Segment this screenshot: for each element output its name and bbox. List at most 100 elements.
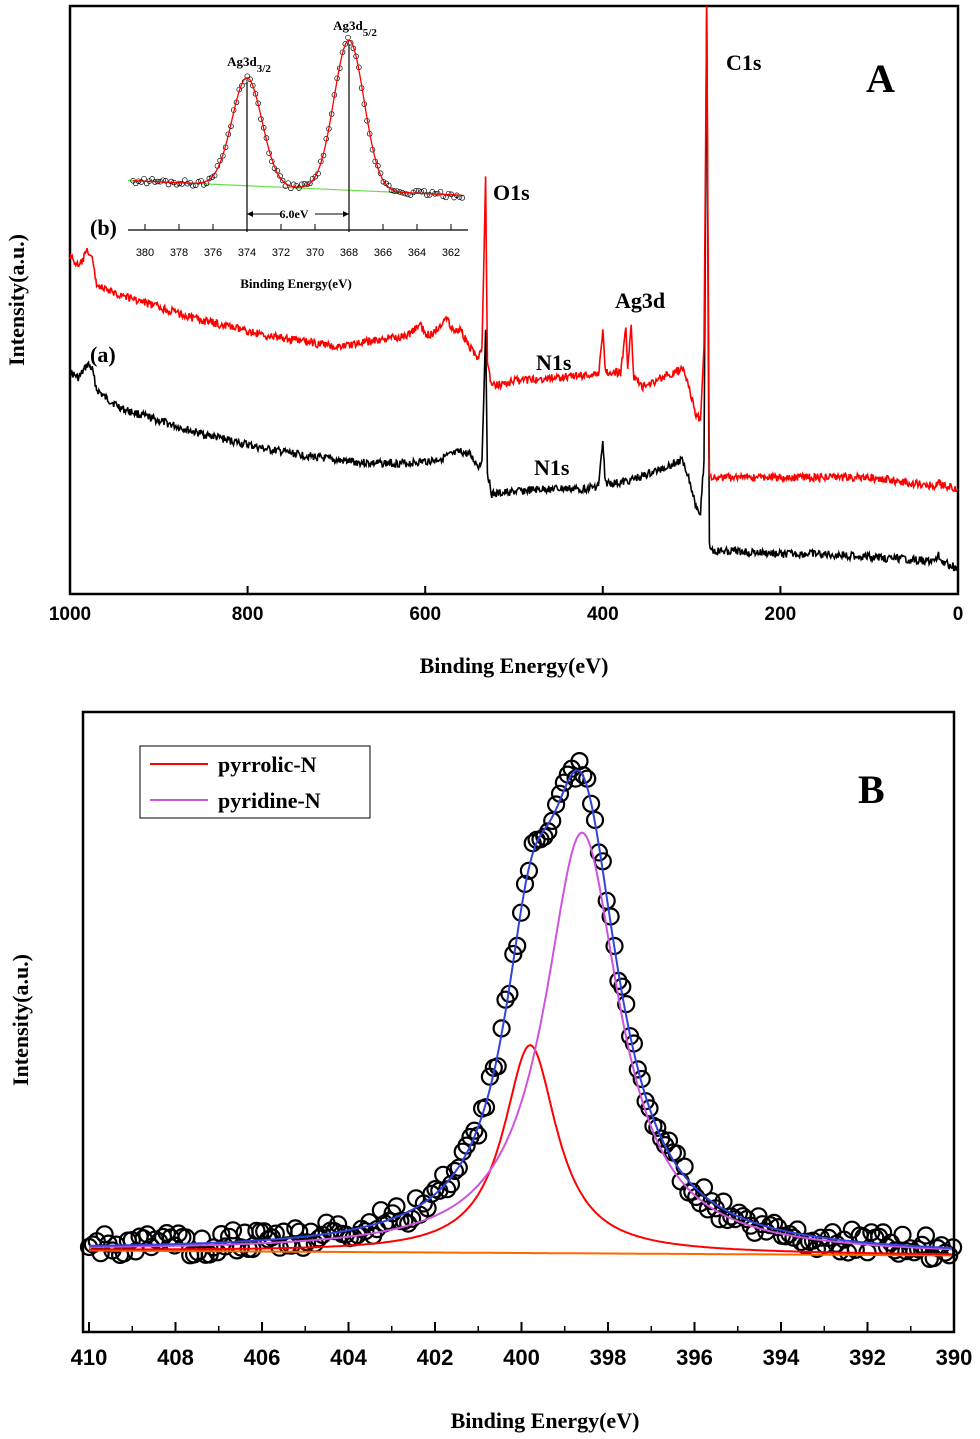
background-line	[89, 1249, 952, 1257]
panel-b-x-tick-label: 404	[330, 1345, 367, 1370]
panel-b-data-point	[632, 1069, 651, 1089]
panel-b-legend: pyrrolic-N pyridine-N	[139, 745, 371, 819]
inset-data-point	[209, 174, 215, 181]
panel-b-series	[79, 751, 963, 1269]
o1s-label: O1s	[493, 180, 530, 205]
panel-b-data-point	[204, 1238, 223, 1257]
panel-a-x-tick-label: 1000	[49, 604, 91, 625]
panel-a-x-tick-label: 0	[953, 604, 964, 625]
panel-b-x-tick-label: 390	[936, 1345, 973, 1370]
panel-b-data-point	[698, 1200, 718, 1219]
series-b-label: (b)	[90, 215, 117, 240]
inset-arrowhead	[247, 211, 253, 217]
panel-b-data-point	[908, 1240, 928, 1259]
inset-data-point	[445, 190, 452, 197]
inset-peak-label-ag3d52: Ag3d5/2	[333, 18, 377, 39]
panel-a-x-tick-label: 200	[765, 604, 797, 625]
inset-x-tick-label: 364	[408, 247, 426, 259]
envelope-curve	[88, 769, 952, 1249]
inset-x-axis: 380 378 376 374 372 370 368 366 364 362	[128, 224, 468, 259]
panel-a-x-tick-label: 800	[232, 604, 264, 625]
inset-data-point	[247, 76, 253, 83]
panel-a-frame	[68, 4, 960, 596]
panel-b-data-point	[95, 1225, 114, 1244]
panel-b-data-point	[648, 1118, 667, 1137]
inset-data-point	[459, 195, 465, 201]
inset-data-point	[138, 179, 145, 185]
panel-b-data-point	[546, 795, 566, 814]
inset-data-point	[312, 174, 319, 180]
panel-a-x-tick-label: 600	[409, 604, 441, 625]
n1s-label-a: N1s	[534, 455, 570, 480]
inset-data-point	[405, 191, 411, 198]
panel-a-inset: 380 378 376 374 372 370 368 366 364 362 Ag3d3/2 A…	[127, 18, 468, 291]
inset-fit-line	[133, 39, 462, 196]
panel-b-x-axis-title: Binding Energy(eV)	[451, 1408, 640, 1433]
panel-b-x-tick-label: 408	[157, 1345, 194, 1370]
panel-b-x-tick-label: 402	[417, 1345, 454, 1370]
inset-data-point	[307, 180, 313, 187]
inset-data-point	[141, 175, 147, 182]
panel-b-data-point	[640, 1099, 659, 1118]
inset-splitting-label: 6.0eV	[280, 207, 309, 221]
panel-b-data-point	[764, 1213, 784, 1233]
inset-series	[127, 34, 465, 232]
inset-arrowhead	[343, 211, 349, 217]
panel-b-frame	[81, 710, 956, 1334]
panel-a-x-axis-title: Binding Energy(eV)	[420, 653, 609, 678]
panel-b-label: B	[858, 767, 885, 812]
inset-x-tick-label: 362	[442, 247, 460, 259]
inset-data-point	[347, 39, 354, 46]
legend-box	[139, 745, 371, 819]
inset-data-point	[250, 82, 256, 89]
panel-b-x-tick-label: 394	[763, 1345, 800, 1370]
inset-x-axis-title: Binding Energy(eV)	[240, 276, 352, 291]
panel-b-data-point	[897, 1242, 916, 1261]
panel-b-data-point	[336, 1225, 355, 1244]
panel-a-x-tick-label: 400	[587, 604, 619, 625]
panel-b-x-axis: 410 408 406 404 402 400 398 396 394 392 390	[71, 1322, 973, 1370]
inset-data-point	[168, 178, 174, 185]
inset-x-tick-label: 372	[272, 247, 290, 259]
panel-b-x-tick-label: 410	[71, 1345, 108, 1370]
inset-data-point	[426, 192, 433, 198]
panel-b-x-tick-label: 398	[590, 1345, 627, 1370]
panel-b-data-point	[916, 1226, 936, 1245]
inset-x-tick-label: 376	[204, 247, 222, 259]
panel-b-y-axis-title: Intensity(a.u.)	[8, 954, 33, 1086]
panel-b-data-point	[223, 1221, 243, 1240]
panel-b-data-point	[543, 811, 562, 831]
panel-b-data-point	[476, 1098, 496, 1117]
c1s-label: C1s	[726, 50, 762, 75]
panel-b-data-point	[659, 1131, 679, 1150]
panel-b-x-tick-label: 400	[503, 1345, 540, 1370]
inset-data-point	[195, 179, 202, 185]
inset-x-tick-label: 380	[136, 247, 154, 259]
panel-a-series	[69, 5, 959, 572]
panel-b-x-tick-label: 406	[244, 1345, 281, 1370]
panel-b-x-tick-label: 396	[676, 1345, 713, 1370]
inset-data-point	[162, 178, 169, 184]
panel-b-data-point	[893, 1225, 912, 1244]
ag3d-label: Ag3d	[615, 288, 665, 313]
inset-peak-label-ag3d32: Ag3d3/2	[227, 54, 271, 75]
inset-data-point	[179, 181, 185, 187]
panel-b-data-point	[519, 861, 539, 880]
n1s-label-b: N1s	[536, 350, 572, 375]
legend-label-pyrrolic: pyrrolic-N	[218, 752, 317, 777]
pyrrolic-n-curve	[89, 1043, 952, 1256]
inset-x-tick-label: 374	[238, 247, 256, 259]
panel-b-data-point	[628, 1060, 647, 1079]
panel-b-data-point	[297, 1233, 317, 1252]
inset-data-point	[402, 190, 408, 197]
inset-data-point	[244, 73, 251, 79]
inset-data-point	[206, 175, 213, 182]
panel-a-label: A	[866, 56, 895, 101]
inset-data-point	[279, 177, 286, 184]
inset-data-point	[296, 185, 302, 191]
panel-b-data-point	[445, 1161, 464, 1181]
inset-data-point	[421, 187, 427, 194]
inset-x-tick-label: 366	[374, 247, 392, 259]
series-a-label: (a)	[90, 342, 116, 367]
